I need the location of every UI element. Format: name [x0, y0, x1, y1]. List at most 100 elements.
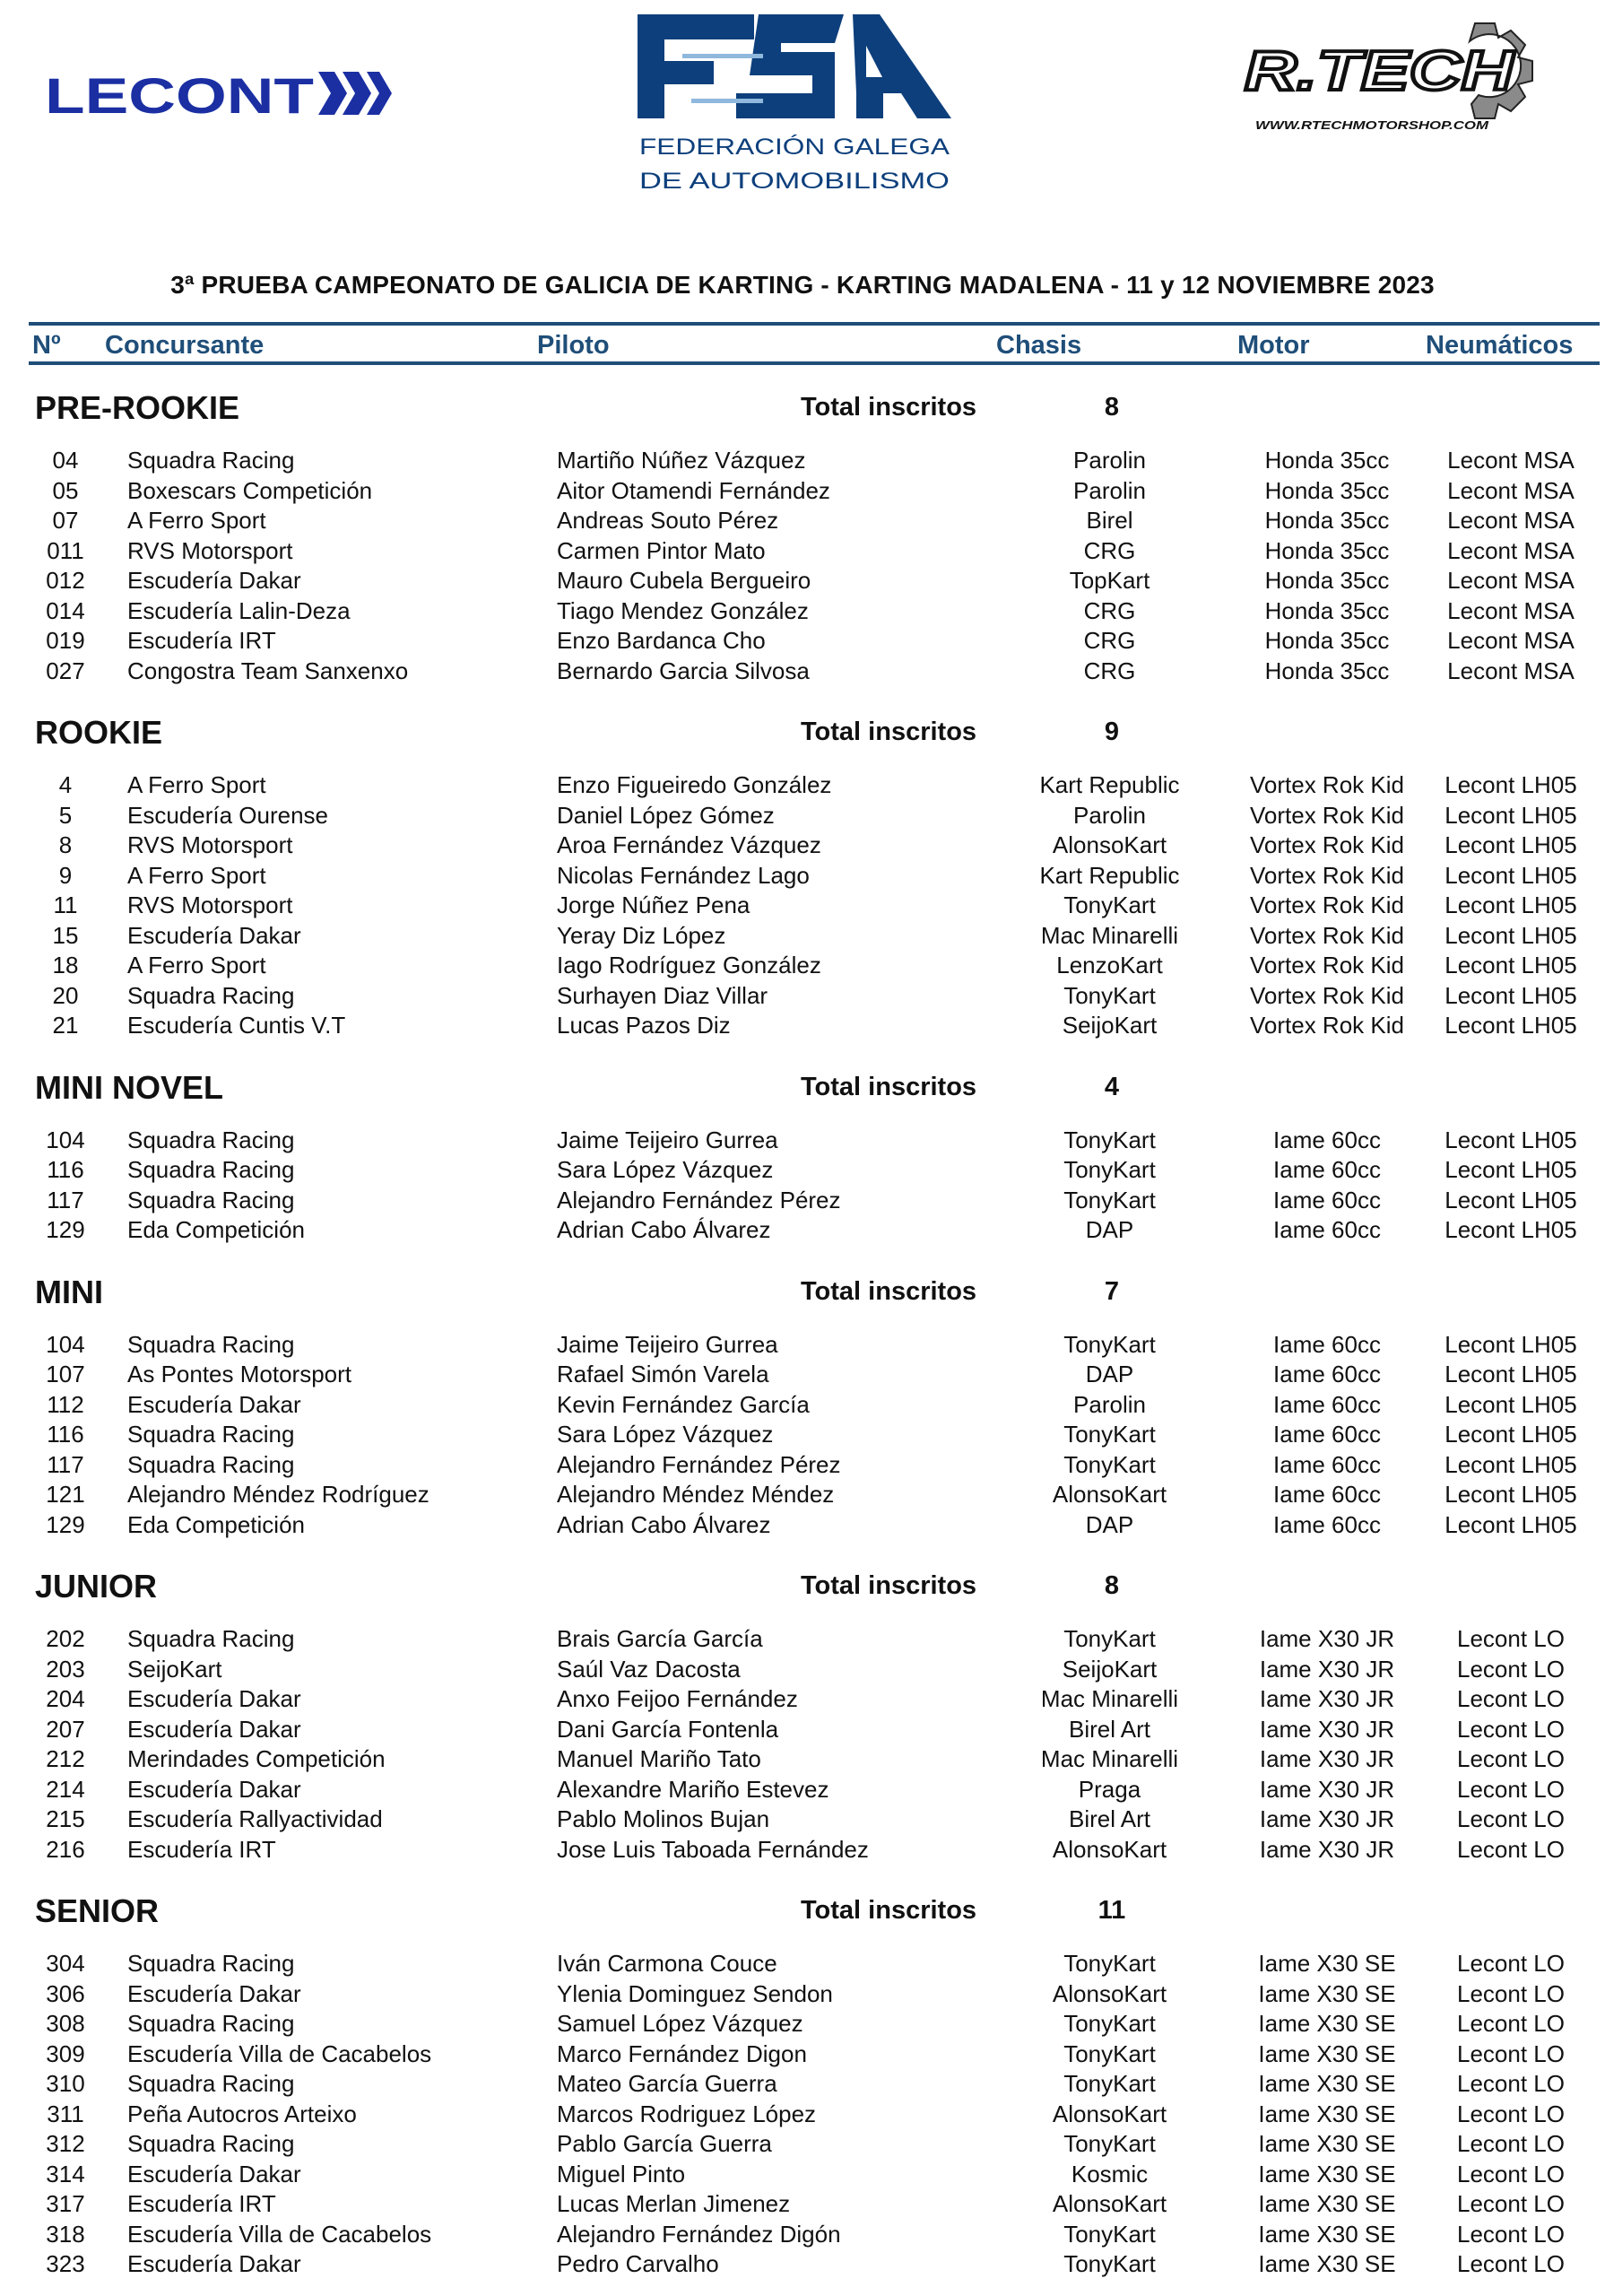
entrant: Squadra Racing: [127, 1625, 295, 1652]
tyres: Lecont LO: [1457, 1835, 1565, 1863]
entry-number: 15: [52, 921, 79, 949]
driver: Carmen Pintor Mato: [557, 536, 766, 564]
category-section: JUNIOR Total inscritos 8 202 Squadra Racing B…: [0, 1566, 1605, 1865]
category-list: PRE-ROOKIE Total inscritos 8 04 Squadra Raci…: [0, 387, 1605, 2280]
entrant: Escudería Rallyactividad: [127, 1805, 383, 1832]
driver: Alejandro Méndez Méndez: [557, 1481, 835, 1508]
tyres: Lecont LO: [1457, 1950, 1565, 1977]
entry-number: 207: [46, 1715, 85, 1743]
engine: Vortex Rok Kid: [1250, 771, 1404, 798]
chassis: CRG: [1083, 627, 1136, 654]
tyres: Lecont LH05: [1444, 1421, 1577, 1448]
category-name: SENIOR: [35, 1892, 160, 1929]
entry-number: 116: [47, 1421, 84, 1448]
engine: Iame X30 JR: [1259, 1745, 1395, 1772]
category-name: PRE-ROOKIE: [35, 389, 240, 426]
engine: Honda 35cc: [1264, 476, 1390, 504]
engine: Iame X30 JR: [1259, 1805, 1395, 1832]
entry-number: 04: [52, 447, 79, 474]
category-section: SENIOR Total inscritos 11 304 Squadra Racing…: [0, 1891, 1605, 2280]
chassis: Kart Republic: [1039, 861, 1180, 889]
driver: Alejandro Fernández Digón: [557, 2220, 841, 2248]
tyres: Lecont LH05: [1444, 891, 1577, 918]
table-row: 204 Escudería Dakar Anxo Feijoo Fernández M…: [0, 1684, 1605, 1715]
tyres: Lecont LH05: [1444, 861, 1577, 889]
entrant: Squadra Racing: [127, 1330, 295, 1358]
tyres: Lecont LH05: [1444, 1156, 1577, 1183]
driver: Andreas Souto Pérez: [557, 507, 779, 534]
driver: Rafael Simón Varela: [557, 1361, 769, 1387]
entrant: Squadra Racing: [127, 981, 295, 1009]
driver: Kevin Fernández García: [557, 1390, 810, 1418]
driver: Manuel Mariño Tato: [557, 1745, 761, 1772]
chassis: TonyKart: [1063, 2250, 1156, 2277]
table-row: 011 RVS Motorsport Carmen Pintor Mato CRG Ho…: [0, 536, 1605, 567]
chassis: DAP: [1085, 1510, 1134, 1538]
entrant: Escudería IRT: [127, 2190, 276, 2217]
table-row: 104 Squadra Racing Jaime Teijeiro Gurrea To…: [0, 1126, 1605, 1156]
lecont-logo: LECONT: [45, 67, 395, 124]
category-header: ROOKIE Total inscritos 9: [0, 712, 1605, 752]
chassis: TonyKart: [1063, 1186, 1156, 1213]
table-row: 214 Escudería Dakar Alexandre Mariño Estev…: [0, 1775, 1605, 1805]
driver: Iago Rodríguez González: [557, 952, 821, 978]
chassis: Parolin: [1073, 447, 1146, 474]
engine: Iame X30 SE: [1258, 2039, 1396, 2067]
chassis: LenzoKart: [1056, 952, 1163, 978]
driver: Martiño Núñez Vázquez: [557, 447, 806, 474]
entry-number: 214: [46, 1775, 85, 1803]
category-name: JUNIOR: [35, 1568, 158, 1605]
driver: Jaime Teijeiro Gurrea: [557, 1126, 778, 1153]
chassis: Birel Art: [1068, 1715, 1151, 1743]
driver: Ylenia Dominguez Sendon: [557, 1979, 833, 2007]
entrant: Squadra Racing: [127, 447, 295, 474]
table-row: 212 Merindades Competición Manuel Mariño T…: [0, 1744, 1605, 1775]
tyres: Lecont MSA: [1447, 596, 1575, 624]
category-header: MINI Total inscritos 7: [0, 1272, 1605, 1311]
entry-number: 202: [46, 1625, 85, 1652]
table-row: 21 Escudería Cuntis V.T Lucas Pazos Diz Sei…: [0, 1011, 1605, 1041]
driver: Enzo Figueiredo González: [557, 771, 832, 798]
engine: Iame 60cc: [1273, 1330, 1381, 1358]
engine: Iame 60cc: [1273, 1126, 1381, 1153]
entrant: Escudería Lalin-Deza: [127, 596, 351, 624]
driver: Pablo Molinos Bujan: [557, 1805, 770, 1832]
tyres: Lecont MSA: [1447, 476, 1575, 504]
entry-number: 323: [46, 2250, 85, 2277]
entrant: Escudería IRT: [127, 627, 276, 654]
table-row: 121 Alejandro Méndez Rodríguez Alejandro M…: [0, 1480, 1605, 1510]
table-row: 207 Escudería Dakar Dani García Fontenla Bi…: [0, 1715, 1605, 1745]
table-row: 104 Squadra Racing Jaime Teijeiro Gurrea To…: [0, 1330, 1605, 1361]
table-row: 112 Escudería Dakar Kevin Fernández García…: [0, 1390, 1605, 1421]
table-row: 203 SeijoKart Saúl Vaz Dacosta SeijoKart Iam…: [0, 1655, 1605, 1685]
table-row: 318 Escudería Villa de Cacabelos Alejandro…: [0, 2220, 1605, 2250]
entry-number: 212: [46, 1745, 85, 1772]
chassis: TonyKart: [1063, 1950, 1156, 1977]
chassis: Mac Minarelli: [1040, 1745, 1179, 1772]
engine: Iame X30 JR: [1259, 1625, 1395, 1652]
entry-number: 11: [53, 891, 78, 918]
driver: Enzo Bardanca Cho: [557, 627, 766, 654]
driver: Tiago Mendez González: [557, 596, 809, 624]
table-row: 027 Congostra Team Sanxenxo Bernardo Garci…: [0, 657, 1605, 687]
chassis: TonyKart: [1063, 1126, 1156, 1153]
entry-number: 314: [46, 2160, 85, 2187]
chassis: AlonsoKart: [1052, 2190, 1167, 2217]
chassis: Praga: [1078, 1775, 1141, 1803]
chassis: AlonsoKart: [1052, 1835, 1167, 1863]
table-row: 117 Squadra Racing Alejandro Fernández Pér…: [0, 1450, 1605, 1481]
entrant: Escudería Dakar: [127, 2250, 301, 2277]
tyres: Lecont MSA: [1447, 447, 1575, 474]
driver: Lucas Pazos Diz: [557, 1012, 731, 1039]
tyres: Lecont LH05: [1444, 952, 1577, 978]
total-count: 11: [1097, 1896, 1126, 1925]
table-row: 107 As Pontes Motorsport Rafael Simón Vare…: [0, 1360, 1605, 1390]
table-row: 311 Peña Autocros Arteixo Marcos Rodriguez…: [0, 2100, 1605, 2130]
table-row: 306 Escudería Dakar Ylenia Dominguez Sendo…: [0, 1979, 1605, 2010]
tyres: Lecont MSA: [1447, 536, 1575, 564]
entry-number: 5: [58, 801, 73, 829]
driver: Adrian Cabo Álvarez: [557, 1216, 771, 1243]
driver: Adrian Cabo Álvarez: [557, 1510, 771, 1538]
engine: Iame X30 SE: [1258, 2250, 1396, 2277]
entry-number: 308: [46, 2010, 85, 2037]
